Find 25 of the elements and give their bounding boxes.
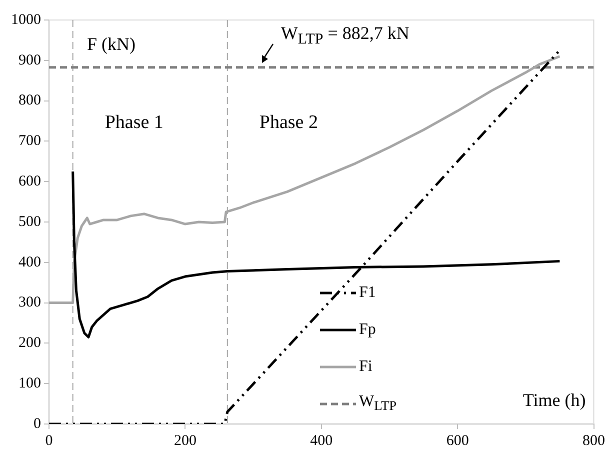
x-tick-label: 0 (45, 432, 53, 449)
x-tick-label: 200 (174, 432, 196, 449)
legend-label: W$_{LTP}$ (359, 392, 397, 414)
y-axis-title: F (kN) (87, 34, 136, 55)
x-axis-title: Time (h) (522, 390, 586, 411)
y-tick-label: 800 (18, 92, 41, 109)
y-tick-label: 500 (18, 214, 41, 230)
legend-label: Fp (359, 320, 376, 338)
legend-label: Fi (359, 358, 372, 376)
y-tick-label: 700 (18, 133, 41, 150)
y-tick-label: 100 (18, 376, 41, 392)
legend-label: F1 (359, 284, 376, 302)
annotation: W$_{LTP}$ = 882,7 kN (280, 23, 410, 49)
y-tick-label: 1000 (11, 12, 41, 28)
y-tick-label: 400 (18, 254, 41, 270)
annotation: Phase 2 (259, 112, 318, 134)
y-tick-label: 0 (34, 416, 41, 432)
annotation: Phase 1 (104, 112, 164, 134)
y-tick-label: 600 (18, 174, 41, 190)
x-tick-label: 800 (582, 432, 605, 449)
x-tick-label: 600 (446, 432, 469, 449)
y-tick-label: 300 (18, 294, 41, 311)
y-tick-label: 200 (18, 335, 41, 352)
x-tick-label: 400 (310, 432, 333, 449)
y-tick-label: 900 (18, 52, 41, 68)
